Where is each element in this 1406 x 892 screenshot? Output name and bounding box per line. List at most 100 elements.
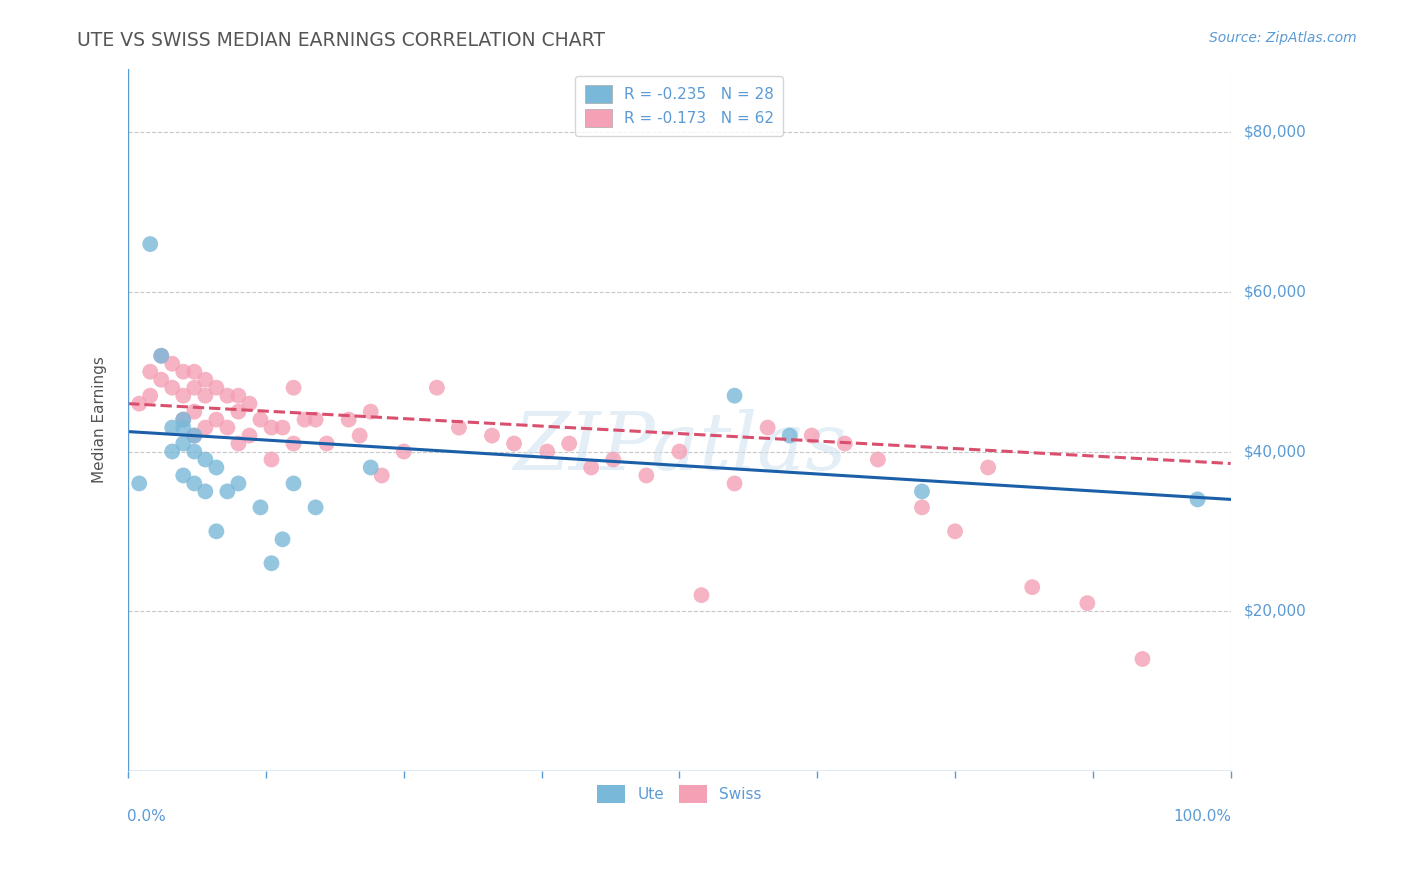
Point	[238, 428, 260, 442]
Point	[183, 404, 205, 418]
Point	[779, 428, 801, 442]
Point	[183, 428, 205, 442]
Point	[205, 460, 228, 475]
Point	[128, 397, 150, 411]
Point	[183, 381, 205, 395]
Point	[1132, 652, 1154, 666]
Point	[128, 476, 150, 491]
Point	[349, 428, 371, 442]
Point	[668, 444, 690, 458]
Point	[172, 468, 194, 483]
Point	[162, 420, 184, 434]
Point	[150, 349, 173, 363]
Point	[756, 420, 779, 434]
Point	[690, 588, 713, 602]
Point	[228, 476, 250, 491]
Point	[558, 436, 581, 450]
Point	[426, 381, 449, 395]
Point	[205, 412, 228, 426]
Point	[977, 460, 1000, 475]
Point	[162, 381, 184, 395]
Point	[139, 237, 162, 252]
Point	[205, 524, 228, 539]
Point	[194, 452, 217, 467]
Point	[183, 428, 205, 442]
Point	[481, 428, 503, 442]
Point	[260, 420, 283, 434]
Point	[228, 389, 250, 403]
Point	[194, 389, 217, 403]
Point	[271, 533, 294, 547]
Point	[238, 397, 260, 411]
Point	[249, 412, 271, 426]
Point	[183, 444, 205, 458]
Point	[260, 452, 283, 467]
Point	[723, 476, 745, 491]
Point	[536, 444, 558, 458]
Point	[194, 373, 217, 387]
Point	[371, 468, 394, 483]
Point	[172, 436, 194, 450]
Point	[271, 420, 294, 434]
Point	[228, 404, 250, 418]
Point	[172, 412, 194, 426]
Point	[205, 381, 228, 395]
Point	[183, 476, 205, 491]
Point	[150, 349, 173, 363]
Point	[183, 365, 205, 379]
Text: 100.0%: 100.0%	[1174, 809, 1232, 824]
Point	[162, 444, 184, 458]
Point	[911, 484, 934, 499]
Text: $20,000: $20,000	[1244, 604, 1306, 619]
Text: ZIPatlas: ZIPatlas	[513, 409, 846, 486]
Point	[866, 452, 889, 467]
Point	[337, 412, 360, 426]
Point	[1021, 580, 1043, 594]
Point	[217, 389, 239, 403]
Point	[834, 436, 856, 450]
Point	[217, 484, 239, 499]
Point	[139, 389, 162, 403]
Point	[602, 452, 624, 467]
Point	[723, 389, 745, 403]
Point	[304, 500, 326, 515]
Point	[315, 436, 337, 450]
Point	[194, 420, 217, 434]
Text: $40,000: $40,000	[1244, 444, 1306, 459]
Point	[249, 500, 271, 515]
Text: UTE VS SWISS MEDIAN EARNINGS CORRELATION CHART: UTE VS SWISS MEDIAN EARNINGS CORRELATION…	[77, 31, 606, 50]
Point	[283, 476, 305, 491]
Y-axis label: Median Earnings: Median Earnings	[93, 356, 107, 483]
Point	[228, 436, 250, 450]
Point	[294, 412, 316, 426]
Point	[1187, 492, 1209, 507]
Text: 0.0%: 0.0%	[127, 809, 166, 824]
Point	[911, 500, 934, 515]
Point	[800, 428, 823, 442]
Point	[283, 381, 305, 395]
Point	[392, 444, 415, 458]
Point	[172, 365, 194, 379]
Point	[162, 357, 184, 371]
Point	[172, 420, 194, 434]
Point	[150, 373, 173, 387]
Point	[503, 436, 526, 450]
Point	[447, 420, 470, 434]
Point	[260, 556, 283, 570]
Point	[636, 468, 658, 483]
Text: $80,000: $80,000	[1244, 125, 1306, 140]
Point	[1076, 596, 1098, 610]
Point	[360, 460, 382, 475]
Point	[304, 412, 326, 426]
Legend: Ute, Swiss: Ute, Swiss	[592, 779, 768, 809]
Point	[581, 460, 603, 475]
Point	[217, 420, 239, 434]
Point	[172, 412, 194, 426]
Text: $60,000: $60,000	[1244, 285, 1306, 300]
Point	[139, 365, 162, 379]
Text: Source: ZipAtlas.com: Source: ZipAtlas.com	[1209, 31, 1357, 45]
Point	[360, 404, 382, 418]
Point	[172, 389, 194, 403]
Point	[943, 524, 966, 539]
Point	[283, 436, 305, 450]
